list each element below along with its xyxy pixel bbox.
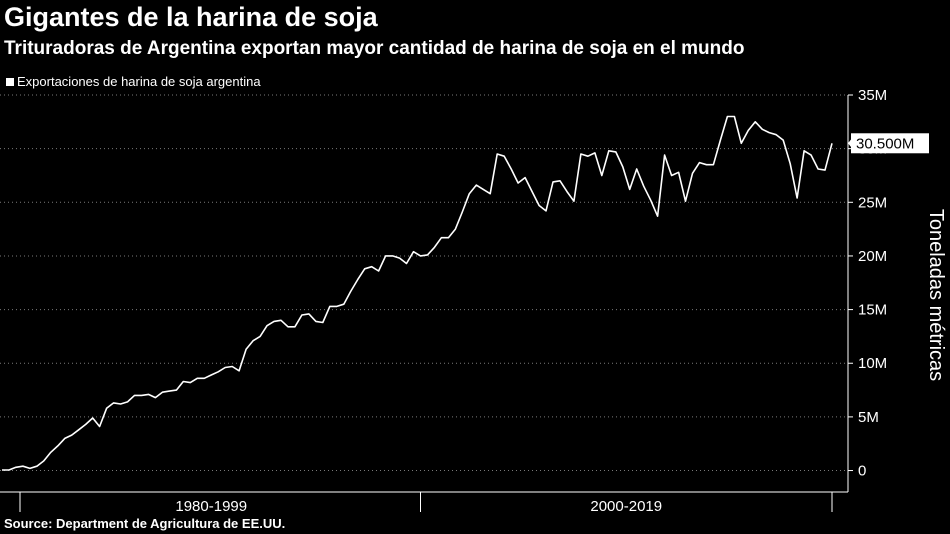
- y-tick-label: 25M: [858, 194, 887, 211]
- last-value-box: [851, 133, 929, 154]
- axes: [0, 94, 853, 512]
- x-group-label: 1980-1999: [175, 498, 247, 515]
- y-tick-label: 0: [858, 463, 866, 480]
- y-axis-title: Toneladas métricas: [925, 209, 947, 381]
- legend-swatch: [6, 77, 14, 86]
- series-group: [2, 115, 833, 471]
- y-tick-label: 10M: [858, 355, 887, 372]
- legend-label: Exportaciones de harina de soja argentin…: [17, 74, 261, 89]
- source-note: Source: Department de Agricultura de EE.…: [4, 516, 286, 531]
- x-group-label: 2000-2019: [590, 498, 662, 515]
- last-value-pointer: [848, 138, 852, 149]
- series-line: [2, 115, 833, 471]
- y-tick-label: 20M: [858, 248, 887, 265]
- legend: Exportaciones de harina de soja argentin…: [6, 74, 261, 89]
- gridlines: [0, 94, 848, 472]
- last-value-label: 30.500M: [848, 133, 929, 154]
- y-tick-label: 35M: [858, 87, 887, 104]
- chart-subtitle: Trituradoras de Argentina exportan mayor…: [4, 38, 745, 59]
- chart-title: Gigantes de la harina de soja: [4, 2, 378, 32]
- y-tick-label: 5M: [858, 409, 879, 426]
- last-value-text: 30.500M: [856, 135, 914, 152]
- y-tick-label: 15M: [858, 302, 887, 319]
